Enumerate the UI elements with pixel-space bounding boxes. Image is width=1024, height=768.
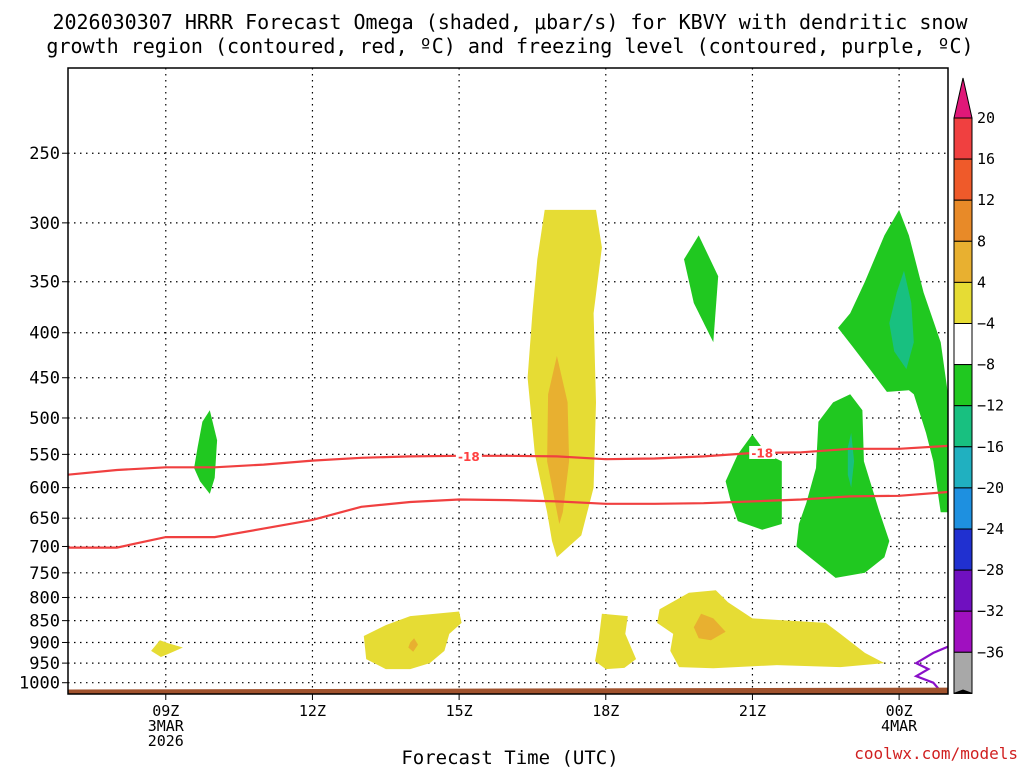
- x-tick-18Z-line0: 18Z: [592, 702, 619, 720]
- colorbar-tick-10: −24: [977, 520, 1004, 538]
- plot-inner: -18 -18: [68, 68, 948, 694]
- colorbar-tick-13: −36: [977, 643, 1004, 661]
- y-tick-450: 450: [29, 369, 60, 389]
- colorbar-bin-11: [953, 569, 973, 612]
- colorbar: 20 16 12 8 4 −4 −8 −12 −16 −20 −24 −28 −32 −36: [953, 77, 1004, 694]
- colorbar-bin-5: [953, 323, 973, 366]
- omega-region-3: [408, 638, 418, 652]
- omega-region-9: [194, 410, 218, 494]
- colorbar-tick-8: −16: [977, 438, 1004, 456]
- colorbar-bin-12: [953, 610, 973, 653]
- y-tick-900: 900: [29, 633, 60, 653]
- colorbar-tick-9: −20: [977, 479, 1004, 497]
- omega-region-7: [693, 613, 726, 641]
- colorbar-tick-6: −8: [977, 356, 995, 374]
- x-axis-label: Forecast Time (UTC): [401, 747, 618, 768]
- plot-frame: [67, 67, 949, 695]
- colorbar-tick-2: 12: [977, 191, 995, 209]
- colorbar-bin-10: [953, 528, 973, 571]
- y-tick-250: 250: [29, 144, 60, 164]
- y-tick-500: 500: [29, 409, 60, 429]
- colorbar-tick-4: 4: [977, 273, 986, 291]
- contour-0: [68, 444, 948, 476]
- y-tick-950: 950: [29, 654, 60, 674]
- colorbar-tick-11: −28: [977, 561, 1004, 579]
- contour-1: [68, 490, 948, 549]
- contour-label-0: -18: [458, 450, 480, 464]
- colorbar-bin-9: [953, 487, 973, 530]
- colorbar-bottom-arrow: [953, 689, 973, 694]
- omega-region-8: [684, 235, 719, 343]
- credit-text: coolwx.com/models: [854, 744, 1018, 763]
- y-tick-400: 400: [29, 324, 60, 344]
- colorbar-tick-7: −12: [977, 397, 1004, 415]
- omega-region-11: [796, 394, 890, 578]
- plot-area: -18 -18: [67, 67, 949, 695]
- contour-label-bg-1: [749, 445, 776, 459]
- omega-region-6: [657, 590, 885, 669]
- y-tick-550: 550: [29, 445, 60, 465]
- x-tick-09Z-line2: 2026: [148, 732, 184, 750]
- colorbar-bin-3: [953, 240, 973, 283]
- y-tick-700: 700: [29, 537, 60, 557]
- colorbar-tick-5: −4: [977, 315, 995, 333]
- colorbar-bin-0: [953, 117, 973, 160]
- title-line-2: growth region (contoured, red, ºC) and f…: [46, 34, 973, 58]
- x-tick-21Z-line0: 21Z: [739, 702, 766, 720]
- y-tick-1000: 1000: [19, 674, 60, 694]
- colorbar-tick-3: 8: [977, 232, 986, 250]
- colorbar-bin-4: [953, 281, 973, 324]
- colorbar-tick-0: 20: [977, 109, 995, 127]
- omega-region-5: [595, 613, 637, 670]
- omega-region-12: [847, 432, 855, 488]
- y-tick-350: 350: [29, 273, 60, 293]
- omega-region-13: [838, 209, 948, 513]
- contour-2: [913, 645, 948, 690]
- x-tick-09Z-line0: 09Z: [152, 702, 179, 720]
- y-axis: 2503003504004505005506006507007508008509…: [19, 144, 68, 694]
- contour-label-bg-0: [455, 449, 482, 463]
- colorbar-tick-12: −32: [977, 602, 1004, 620]
- y-tick-800: 800: [29, 588, 60, 608]
- y-tick-850: 850: [29, 612, 60, 632]
- omega-region-4: [151, 640, 183, 657]
- colorbar-bin-7: [953, 405, 973, 448]
- colorbar-bin-2: [953, 199, 973, 242]
- omega-region-1: [547, 355, 570, 524]
- colorbar-bin-1: [953, 158, 973, 201]
- y-tick-300: 300: [29, 214, 60, 234]
- colorbar-tick-1: 16: [977, 150, 995, 168]
- colorbar-top-arrow: [953, 77, 973, 119]
- y-tick-600: 600: [29, 479, 60, 499]
- x-tick-09Z-line1: 3MAR: [148, 717, 185, 735]
- x-tick-12Z-line0: 12Z: [299, 702, 326, 720]
- surface-ground: [68, 687, 948, 694]
- colorbar-bin-13: [953, 651, 973, 694]
- omega-region-0: [527, 209, 602, 558]
- contour-label-1: -18: [751, 446, 773, 460]
- x-tick-00Z-line1: 4MAR: [881, 717, 918, 735]
- title-line-1: 2026030307 HRRR Forecast Omega (shaded, …: [52, 10, 968, 34]
- colorbar-bin-8: [953, 446, 973, 489]
- y-tick-650: 650: [29, 509, 60, 529]
- omega-region-14: [889, 270, 914, 370]
- y-tick-750: 750: [29, 564, 60, 584]
- x-tick-15Z-line0: 15Z: [446, 702, 473, 720]
- x-tick-00Z-line0: 00Z: [886, 702, 913, 720]
- colorbar-bin-6: [953, 364, 973, 407]
